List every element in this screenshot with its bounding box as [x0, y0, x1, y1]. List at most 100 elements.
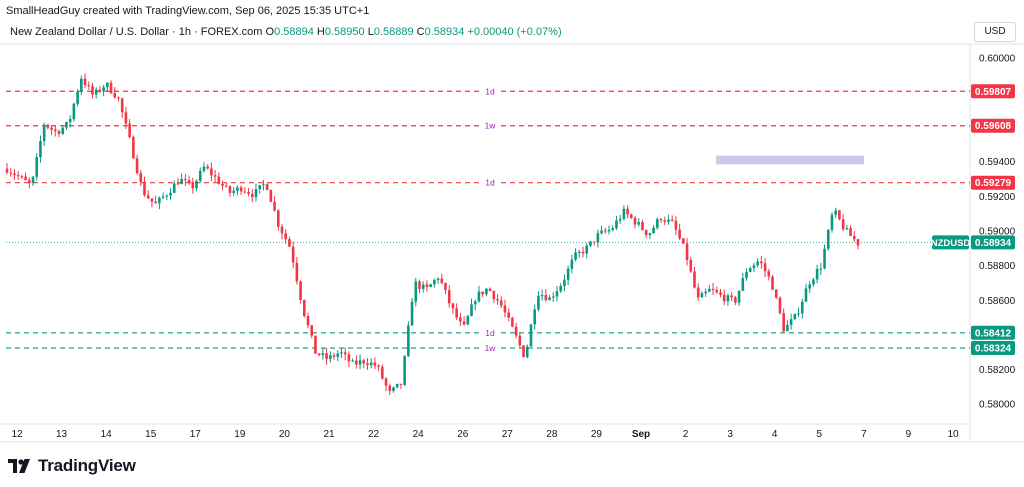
- candle: [674, 216, 678, 236]
- candle: [793, 313, 797, 321]
- candle-body: [763, 263, 767, 272]
- candle: [87, 81, 91, 90]
- candle: [518, 333, 522, 349]
- candle-body: [351, 360, 354, 362]
- candle-body: [670, 219, 674, 221]
- candle-body: [80, 78, 83, 92]
- candle-body: [752, 265, 756, 269]
- candle-body: [544, 295, 548, 301]
- candle: [611, 225, 615, 232]
- candle: [585, 242, 589, 259]
- close-label: C: [416, 26, 425, 38]
- candle-body: [280, 226, 284, 234]
- candle: [804, 283, 808, 302]
- candles: [5, 73, 860, 396]
- candle-body: [529, 324, 533, 347]
- candle-body: [841, 219, 845, 230]
- candle: [135, 154, 139, 175]
- candle: [492, 290, 496, 303]
- candle-body: [444, 282, 447, 291]
- candle-body: [65, 122, 68, 128]
- tradingview-logo: TradingView: [8, 456, 136, 476]
- candle-body: [507, 312, 510, 318]
- candle-body: [213, 175, 217, 177]
- price-level-label: 0.58324: [971, 341, 1015, 356]
- candle-body: [102, 87, 105, 92]
- candle: [466, 315, 470, 326]
- candle-body: [176, 183, 180, 185]
- candle-body: [511, 317, 514, 327]
- candle: [61, 125, 65, 136]
- candle-body: [656, 219, 659, 228]
- candle-body: [407, 325, 410, 357]
- candle-body: [362, 360, 366, 364]
- candle: [288, 236, 291, 248]
- candle-body: [54, 129, 57, 132]
- candle: [340, 348, 343, 358]
- candle: [704, 288, 707, 297]
- open-value: 0.58894: [274, 26, 314, 38]
- candle-body: [615, 220, 618, 229]
- candle: [213, 170, 217, 183]
- candle-body: [172, 183, 176, 193]
- candle-body: [856, 239, 860, 246]
- candle-body: [24, 176, 27, 181]
- candle: [54, 125, 57, 137]
- candle: [462, 316, 466, 326]
- candle: [109, 80, 113, 95]
- candle-body: [496, 299, 499, 301]
- candle: [247, 187, 250, 197]
- candle: [656, 217, 659, 230]
- candle-body: [704, 291, 707, 294]
- candle: [206, 164, 209, 170]
- candle: [447, 285, 451, 308]
- candle-body: [440, 278, 444, 283]
- candle: [522, 345, 525, 358]
- candle-body: [306, 316, 310, 326]
- candle: [351, 358, 354, 362]
- candle: [722, 289, 726, 306]
- candle-body: [384, 378, 388, 386]
- x-tick-label: 5: [817, 429, 823, 440]
- currency-button[interactable]: USD: [974, 22, 1016, 42]
- candle: [284, 229, 288, 244]
- candle-body: [265, 184, 269, 190]
- candle-body: [689, 260, 693, 272]
- x-tick-label: 2: [683, 429, 689, 440]
- candle-body: [481, 291, 484, 295]
- candle: [407, 321, 410, 358]
- candle: [682, 238, 685, 245]
- candle-body: [355, 360, 358, 365]
- candle: [652, 225, 655, 234]
- level-tag-bg: [481, 119, 499, 132]
- level-tag-bg: [481, 85, 499, 98]
- candle-body: [433, 279, 436, 285]
- candle-body: [834, 210, 838, 215]
- candle: [644, 229, 648, 238]
- candle-body: [503, 305, 507, 313]
- candle-body: [258, 185, 261, 190]
- candle: [503, 299, 507, 318]
- price-level-label: 0.59807: [971, 84, 1015, 99]
- candle-body: [577, 251, 581, 253]
- candle-body: [403, 356, 406, 385]
- price-level-label-text: 0.59608: [975, 121, 1012, 132]
- candle: [685, 238, 689, 266]
- x-tick-label: 4: [772, 429, 778, 440]
- candle: [711, 282, 715, 296]
- candle: [410, 297, 414, 326]
- x-tick-label: 15: [145, 429, 157, 440]
- y-tick-label: 0.58600: [979, 296, 1016, 307]
- x-tick-label: 17: [190, 429, 202, 440]
- candle: [559, 283, 563, 294]
- candle-body: [135, 158, 139, 174]
- candle: [774, 289, 778, 300]
- candle: [9, 168, 13, 177]
- candle: [46, 123, 50, 130]
- candle-body: [61, 127, 65, 134]
- x-tick-label: 10: [947, 429, 959, 440]
- candle: [604, 227, 607, 234]
- candle-body: [57, 131, 61, 134]
- candle: [291, 241, 295, 269]
